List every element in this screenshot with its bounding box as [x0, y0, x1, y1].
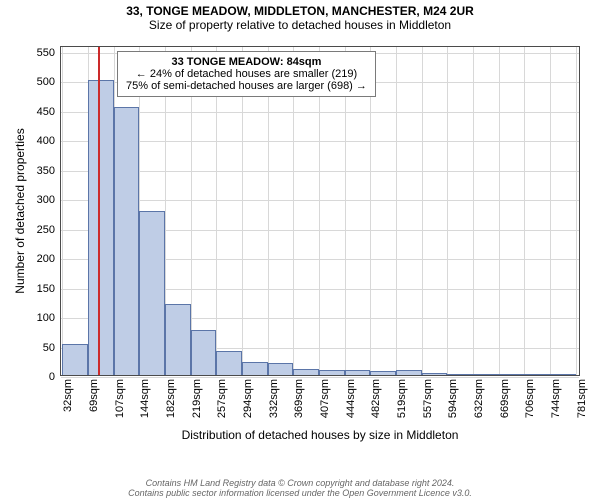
- x-tick-label: 744sqm: [550, 379, 562, 418]
- annotation-smaller: ← 24% of detached houses are smaller (21…: [126, 68, 367, 80]
- x-tick-label: 444sqm: [345, 379, 357, 418]
- histogram-bar: [473, 374, 499, 375]
- histogram-bar: [114, 107, 140, 375]
- histogram-bar: [550, 374, 576, 375]
- x-tick-label: 69sqm: [88, 379, 100, 412]
- y-tick-label: 300: [37, 194, 61, 206]
- x-tick-label: 407sqm: [319, 379, 331, 418]
- y-tick-label: 400: [37, 135, 61, 147]
- chart-area: 33 TONGE MEADOW: 84sqm ← 24% of detached…: [60, 46, 580, 376]
- y-axis-label: Number of detached properties: [13, 128, 27, 293]
- property-marker-line: [98, 47, 100, 375]
- x-tick-label: 219sqm: [191, 379, 203, 418]
- histogram-bar: [293, 369, 319, 375]
- x-tick-label: 519sqm: [396, 379, 408, 418]
- x-tick-label: 706sqm: [524, 379, 536, 418]
- histogram-bar: [499, 374, 525, 375]
- y-tick-label: 50: [43, 342, 61, 354]
- histogram-bar: [447, 374, 473, 375]
- histogram-bar: [139, 211, 165, 375]
- x-axis-label: Distribution of detached houses by size …: [182, 428, 459, 442]
- histogram-bar: [524, 374, 550, 375]
- attribution-footer: Contains HM Land Registry data © Crown c…: [0, 478, 600, 498]
- x-tick-label: 669sqm: [499, 379, 511, 418]
- histogram-bar: [165, 304, 191, 375]
- x-tick-label: 557sqm: [422, 379, 434, 418]
- y-tick-label: 500: [37, 76, 61, 88]
- y-tick-label: 550: [37, 47, 61, 59]
- x-tick-label: 594sqm: [447, 379, 459, 418]
- x-tick-label: 632sqm: [473, 379, 485, 418]
- footer-line-1: Contains HM Land Registry data © Crown c…: [0, 478, 600, 488]
- y-tick-label: 150: [37, 283, 61, 295]
- histogram-bar: [88, 80, 114, 375]
- histogram-bar: [268, 363, 294, 375]
- x-tick-label: 332sqm: [268, 379, 280, 418]
- x-tick-label: 369sqm: [293, 379, 305, 418]
- histogram-bar: [319, 370, 345, 375]
- histogram-bar: [345, 370, 371, 375]
- histogram-bar: [422, 373, 448, 375]
- plot-area: 33 TONGE MEADOW: 84sqm ← 24% of detached…: [60, 46, 580, 376]
- y-tick-label: 200: [37, 253, 61, 265]
- y-tick-label: 100: [37, 312, 61, 324]
- x-tick-label: 182sqm: [165, 379, 177, 418]
- y-tick-label: 350: [37, 165, 61, 177]
- histogram-bar: [216, 351, 242, 375]
- histogram-bar: [191, 330, 217, 375]
- histogram-bar: [396, 370, 422, 375]
- histogram-bar: [242, 362, 268, 375]
- grid-line-h: [61, 377, 579, 378]
- chart-title-address: 33, TONGE MEADOW, MIDDLETON, MANCHESTER,…: [0, 0, 600, 18]
- x-tick-label: 144sqm: [139, 379, 151, 418]
- annotation-property: 33 TONGE MEADOW: 84sqm: [126, 56, 367, 68]
- x-tick-label: 107sqm: [114, 379, 126, 418]
- footer-line-2: Contains public sector information licen…: [0, 488, 600, 498]
- chart-title-description: Size of property relative to detached ho…: [0, 18, 600, 32]
- y-tick-label: 0: [49, 371, 61, 383]
- y-tick-label: 450: [37, 106, 61, 118]
- annotation-box: 33 TONGE MEADOW: 84sqm ← 24% of detached…: [117, 51, 376, 97]
- x-tick-label: 482sqm: [370, 379, 382, 418]
- histogram-bar: [62, 344, 88, 375]
- x-tick-label: 781sqm: [576, 379, 588, 418]
- x-tick-label: 294sqm: [242, 379, 254, 418]
- y-tick-label: 250: [37, 224, 61, 236]
- annotation-larger: 75% of semi-detached houses are larger (…: [126, 80, 367, 92]
- x-tick-label: 257sqm: [216, 379, 228, 418]
- histogram-bar: [370, 371, 396, 375]
- x-tick-label: 32sqm: [62, 379, 74, 412]
